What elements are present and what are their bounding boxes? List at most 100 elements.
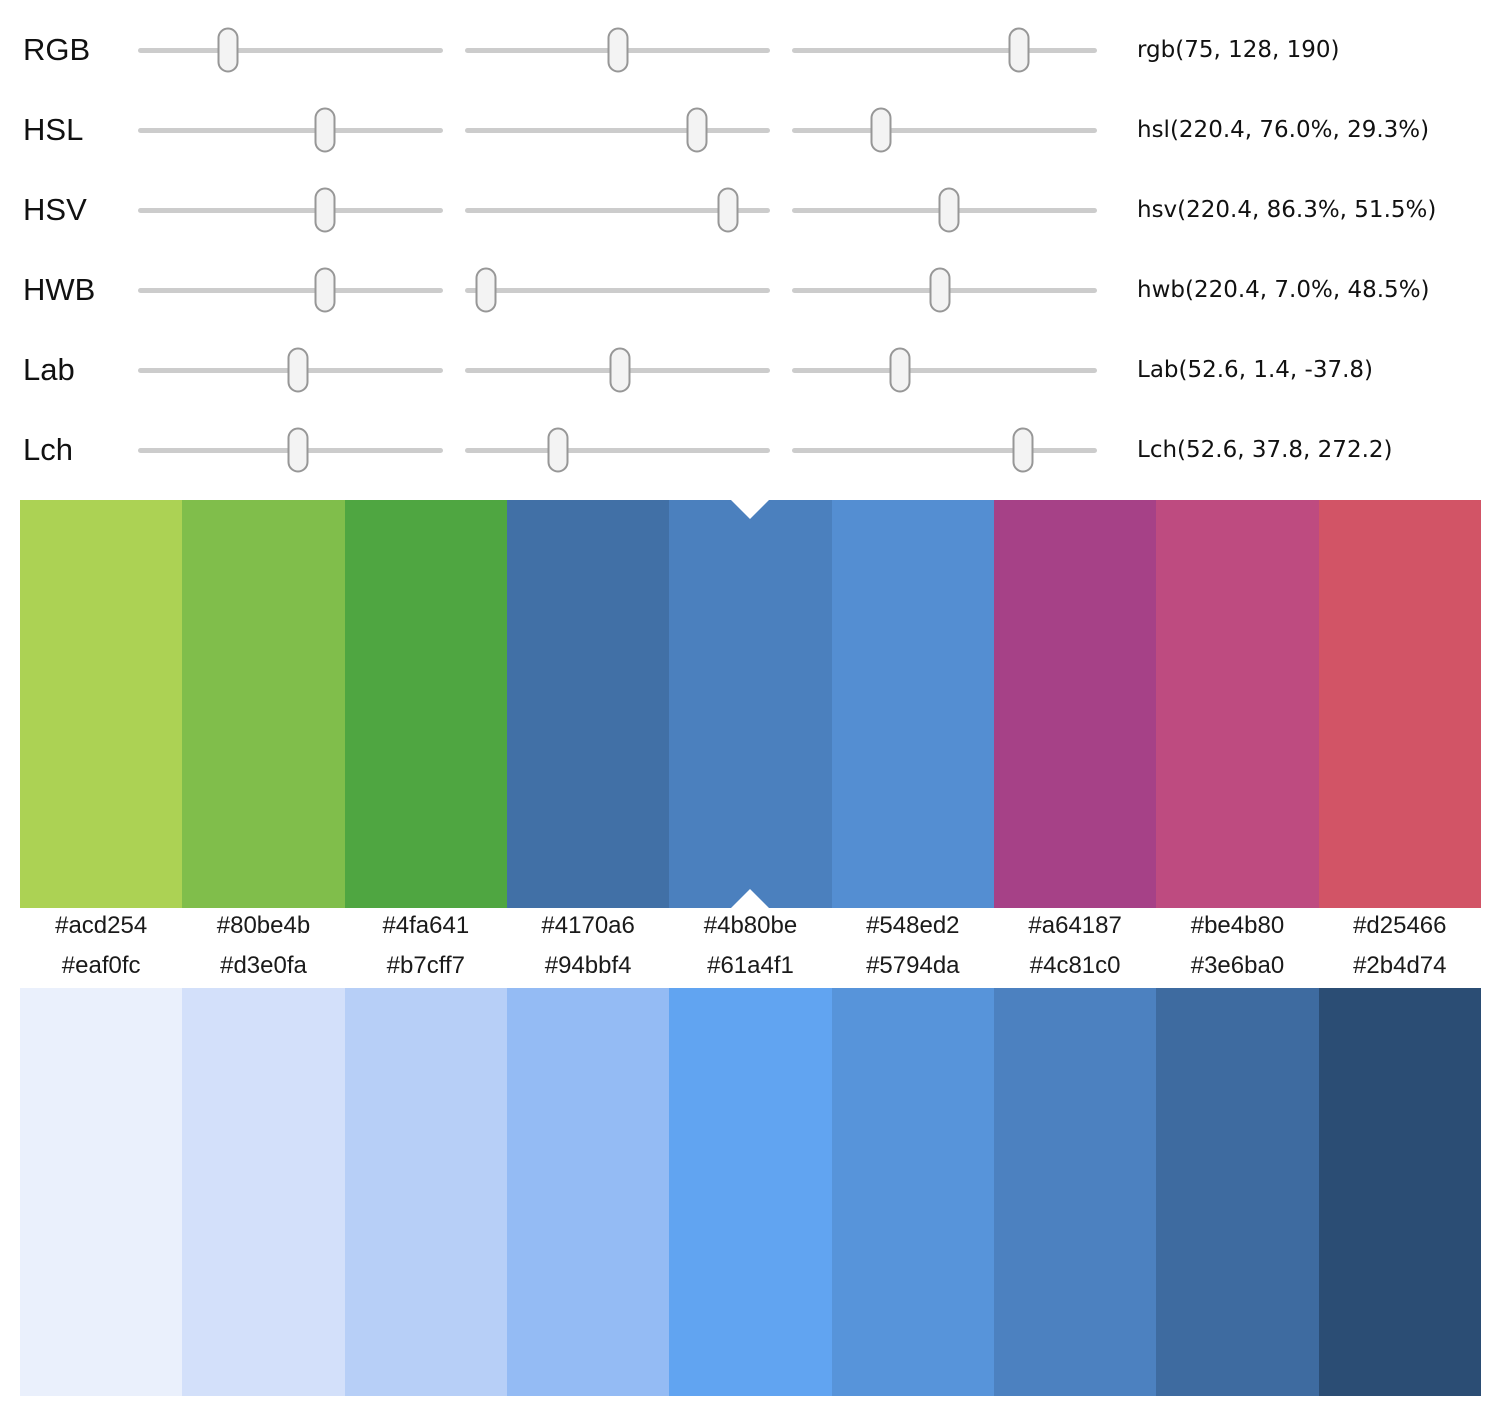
hsv-slider-2[interactable] xyxy=(465,185,770,235)
hsl-slider-3-thumb[interactable] xyxy=(870,107,892,153)
rgb-row-label: RGB xyxy=(23,32,91,67)
hwb-slider-3-thumb[interactable] xyxy=(929,267,951,313)
palette_top-swatch-4b80be[interactable] xyxy=(669,500,832,908)
lch-slider-1-thumb[interactable] xyxy=(287,427,309,473)
hsl-slider-2-track[interactable] xyxy=(465,127,770,133)
hsl-value-text: hsl(220.4, 76.0%, 29.3%) xyxy=(1137,117,1430,143)
palette-bottom xyxy=(20,988,1481,1396)
hsl-slider-3[interactable] xyxy=(792,105,1097,155)
selection-caret-top-icon xyxy=(731,500,770,519)
lab-row-label: Lab xyxy=(23,352,75,387)
lab-value-text: Lab(52.6, 1.4, -37.8) xyxy=(1137,357,1373,383)
palette_bottom-swatch-94bbf4[interactable] xyxy=(506,988,670,1396)
hsv-slider-1[interactable] xyxy=(138,185,443,235)
hsv-slider-3[interactable] xyxy=(792,185,1097,235)
lab-slider-2-thumb[interactable] xyxy=(609,347,631,393)
hwb-slider-2-track[interactable] xyxy=(465,287,770,293)
palette_bottom-swatch-d3e0fa[interactable] xyxy=(182,988,345,1396)
hwb-slider-2-thumb[interactable] xyxy=(475,267,497,313)
hwb-row-label: HWB xyxy=(23,272,96,307)
hsl-row-label: HSL xyxy=(23,112,84,147)
lch-slider-2-thumb[interactable] xyxy=(547,427,569,473)
lch-slider-1[interactable] xyxy=(138,425,443,475)
rgb-slider-2[interactable] xyxy=(465,25,770,75)
palette_bottom-hex-label-6: #5794da xyxy=(866,952,960,979)
hwb-slider-2[interactable] xyxy=(465,265,770,315)
palette_top-swatch-d25466[interactable] xyxy=(1318,500,1481,908)
palette_top-hex-label-5: #4b80be xyxy=(703,912,798,939)
hwb-value-text: hwb(220.4, 7.0%, 48.5%) xyxy=(1137,277,1430,303)
hsv-slider-2-thumb[interactable] xyxy=(717,187,739,233)
palette_bottom-hex-label-9: #2b4d74 xyxy=(1353,952,1447,979)
palette_top-swatch-be4b80[interactable] xyxy=(1156,500,1319,908)
palette_top-swatch-80be4b[interactable] xyxy=(182,500,345,908)
palette_bottom-hex-label-7: #4c81c0 xyxy=(1029,952,1121,979)
palette_top-hex-label-7: #a64187 xyxy=(1028,912,1122,939)
rgb-slider-3-thumb[interactable] xyxy=(1008,27,1030,73)
palette_bottom-swatch-b7cff7[interactable] xyxy=(344,988,507,1396)
palette_bottom-hex-label-8: #3e6ba0 xyxy=(1190,952,1285,979)
lab-slider-2[interactable] xyxy=(465,345,770,395)
lab-slider-1[interactable] xyxy=(138,345,443,395)
palette-top xyxy=(20,500,1481,908)
lch-slider-3-track[interactable] xyxy=(792,447,1097,453)
rgb-slider-3-track[interactable] xyxy=(792,47,1097,53)
hsv-slider-1-thumb[interactable] xyxy=(314,187,336,233)
hsv-slider-3-thumb[interactable] xyxy=(938,187,960,233)
palette_top-swatch-acd254[interactable] xyxy=(20,500,183,908)
slider-row-lab: Lab Lab(52.6, 1.4, -37.8) xyxy=(0,330,1501,410)
hsv-slider-1-track[interactable] xyxy=(138,207,443,213)
hsl-slider-2-thumb[interactable] xyxy=(686,107,708,153)
rgb-slider-3[interactable] xyxy=(792,25,1097,75)
hsl-slider-1[interactable] xyxy=(138,105,443,155)
slider-row-rgb: RGB rgb(75, 128, 190) xyxy=(0,10,1501,90)
rgb-slider-1-thumb[interactable] xyxy=(217,27,239,73)
palette_bottom-swatch-5794da[interactable] xyxy=(831,988,994,1396)
hwb-slider-3[interactable] xyxy=(792,265,1097,315)
rgb-slider-2-thumb[interactable] xyxy=(607,27,629,73)
slider-row-hwb: HWB hwb(220.4, 7.0%, 48.5%) xyxy=(0,250,1501,330)
hwb-slider-1-thumb[interactable] xyxy=(314,267,336,313)
palette_top-hex-label-9: #d25466 xyxy=(1353,912,1447,939)
hsl-slider-1-track[interactable] xyxy=(138,127,443,133)
palette_top-swatch-548ed2[interactable] xyxy=(831,500,994,908)
hsv-row-label: HSV xyxy=(23,192,87,227)
palette-top-hex-labels: #acd254 #80be4b #4fa641 #4170a6 #4b80be #548e… xyxy=(20,908,1481,944)
lab-slider-3[interactable] xyxy=(792,345,1097,395)
palette_bottom-hex-label-2: #d3e0fa xyxy=(220,952,307,979)
rgb-slider-1-track[interactable] xyxy=(138,47,443,53)
lab-slider-3-track[interactable] xyxy=(792,367,1097,373)
palette_top-hex-label-3: #4fa641 xyxy=(382,912,470,939)
hsl-slider-3-track[interactable] xyxy=(792,127,1097,133)
hsl-slider-1-thumb[interactable] xyxy=(314,107,336,153)
lch-value-text: Lch(52.6, 37.8, 272.2) xyxy=(1137,437,1393,463)
slider-row-hsv: HSV hsv(220.4, 86.3%, 51.5%) xyxy=(0,170,1501,250)
hsv-slider-2-track[interactable] xyxy=(465,207,770,213)
lch-slider-2[interactable] xyxy=(465,425,770,475)
palette_bottom-hex-label-5: #61a4f1 xyxy=(707,952,794,979)
palette_top-hex-label-4: #4170a6 xyxy=(541,912,635,939)
lab-slider-1-thumb[interactable] xyxy=(287,347,309,393)
palette_bottom-swatch-4c81c0[interactable] xyxy=(993,988,1157,1396)
palette_bottom-swatch-61a4f1[interactable] xyxy=(669,988,832,1396)
rgb-slider-1[interactable] xyxy=(138,25,443,75)
lch-slider-2-track[interactable] xyxy=(465,447,770,453)
lab-slider-3-thumb[interactable] xyxy=(889,347,911,393)
palette_top-swatch-4170a6[interactable] xyxy=(506,500,670,908)
palette_top-swatch-4fa641[interactable] xyxy=(344,500,507,908)
slider-row-hsl: HSL hsl(220.4, 76.0%, 29.3%) xyxy=(0,90,1501,170)
palette_bottom-swatch-3e6ba0[interactable] xyxy=(1156,988,1319,1396)
selection-caret-bottom-icon xyxy=(731,889,770,908)
hwb-slider-1[interactable] xyxy=(138,265,443,315)
hwb-slider-1-track[interactable] xyxy=(138,287,443,293)
hsl-slider-2[interactable] xyxy=(465,105,770,155)
palette_top-hex-label-8: #be4b80 xyxy=(1190,912,1285,939)
palette_top-hex-label-2: #80be4b xyxy=(216,912,311,939)
palette_bottom-swatch-2b4d74[interactable] xyxy=(1318,988,1481,1396)
lch-slider-3[interactable] xyxy=(792,425,1097,475)
palette_top-swatch-a64187[interactable] xyxy=(993,500,1157,908)
palette_bottom-swatch-eaf0fc[interactable] xyxy=(20,988,183,1396)
lch-slider-3-thumb[interactable] xyxy=(1012,427,1034,473)
palette-bottom-hex-labels: #eaf0fc #d3e0fa #b7cff7 #94bbf4 #61a4f1 #5794… xyxy=(20,944,1481,988)
palette_top-hex-label-1: #acd254 xyxy=(55,912,148,939)
